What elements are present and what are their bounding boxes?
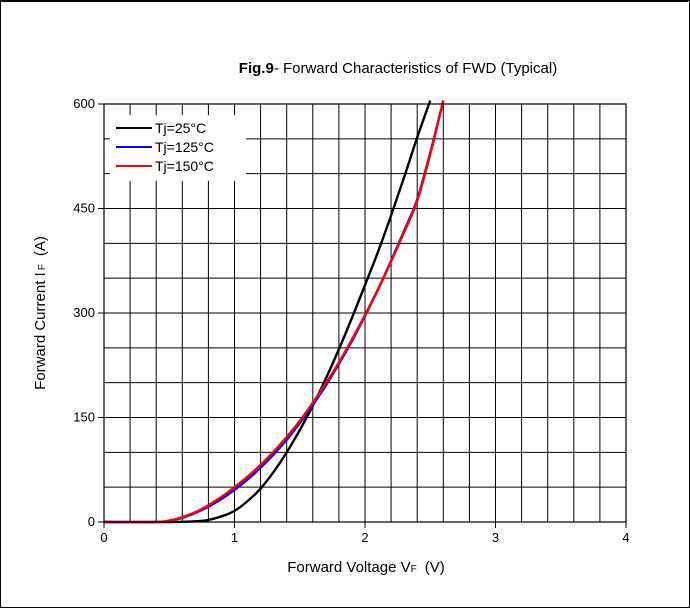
y-tick-label: 450 — [73, 201, 95, 216]
x-axis-label-unit: (V) — [425, 559, 445, 576]
series-line-3 — [103, 100, 445, 524]
y-tick-label: 600 — [73, 96, 95, 111]
y-tick-label: 300 — [73, 305, 95, 320]
y-axis-label: Forward Current I F (A) — [32, 236, 49, 390]
x-tick-label: 3 — [492, 530, 499, 545]
x-tick-label: 4 — [622, 530, 629, 545]
curves — [103, 100, 445, 524]
x-axis-label-main: Forward Voltage V — [287, 559, 410, 576]
legend-entry-3: Tj=150°C — [155, 158, 214, 174]
top-border — [0, 0, 688, 2]
legend-entry-1: Tj=25°C — [155, 120, 206, 136]
grid — [104, 104, 626, 522]
chart-title: Fig.9- Forward Characteristics of FWD (T… — [239, 60, 557, 77]
series-line-1 — [103, 100, 432, 524]
chart-title-rest: - Forward Characteristics of FWD (Typica… — [274, 60, 557, 77]
x-tick-label: 0 — [100, 530, 107, 545]
y-axis-label-main: Forward Current I — [32, 272, 49, 390]
legend-entry-2: Tj=125°C — [155, 139, 214, 155]
y-axis-label-unit: (A) — [32, 236, 49, 256]
ticks: 0 1 2 3 4 0 150 300 450 600 — [73, 96, 629, 545]
legend: Tj=25°C Tj=125°C Tj=150°C — [110, 115, 246, 181]
x-tick-label: 2 — [361, 530, 368, 545]
x-tick-label: 1 — [231, 530, 238, 545]
chart-title-bold: Fig.9 — [239, 60, 274, 77]
x-axis-label-sub: F — [411, 564, 417, 575]
y-tick-label: 150 — [73, 410, 95, 425]
y-axis-label-sub: F — [37, 264, 48, 270]
y-tick-label: 0 — [88, 514, 95, 529]
x-axis-label: Forward Voltage VF (V) — [287, 559, 445, 576]
